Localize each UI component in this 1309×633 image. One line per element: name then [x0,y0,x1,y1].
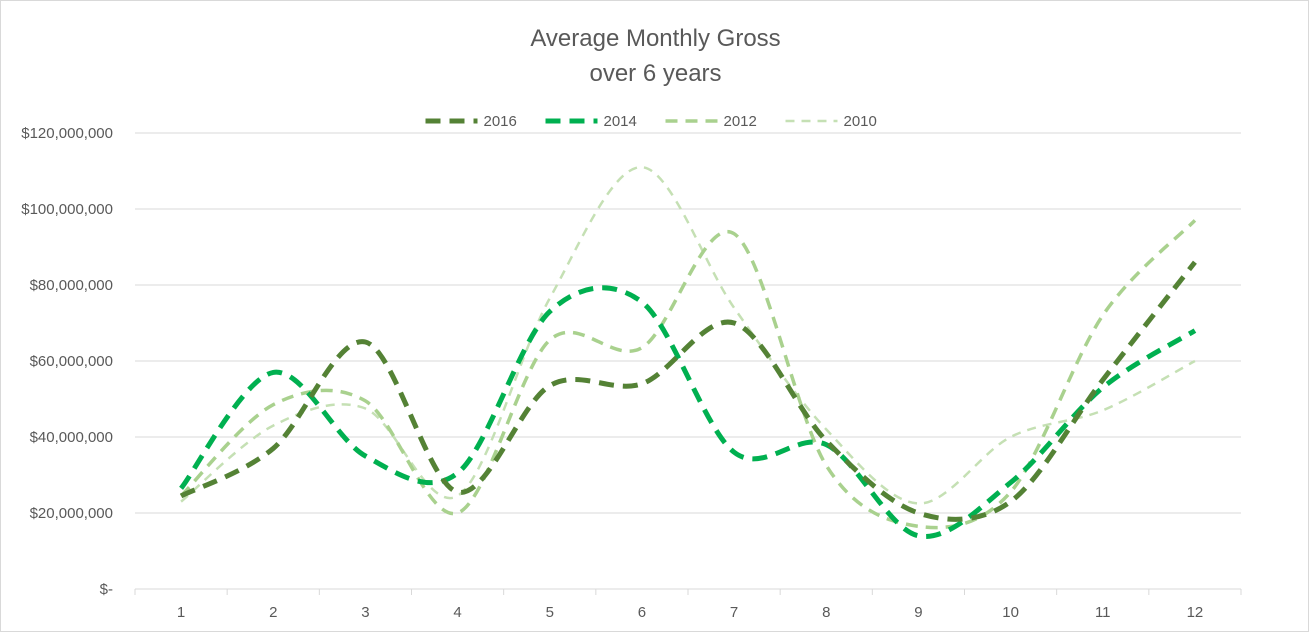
y-axis-tick-labels: $- $20,000,000 $40,000,000 $60,000,000 $80,0… [21,125,113,598]
x-tick-label: 1 [177,604,185,621]
series-lines [179,165,1197,539]
x-tick-label: 4 [453,604,461,621]
series-line-2012 [179,219,1197,530]
x-tick-label: 2 [269,604,277,621]
y-tick-label: $100,000,000 [21,201,113,218]
x-tick-label: 5 [546,604,554,621]
x-tick-label: 3 [361,604,369,621]
gridlines [135,132,1241,514]
chart-title-line-2: over 6 years [589,60,722,87]
series-line-2014 [179,285,1197,539]
x-axis-tick-labels: 1 2 3 4 5 6 7 8 9 10 11 12 [177,604,1203,621]
x-tick-label: 7 [730,604,738,621]
x-tick-label: 11 [1095,604,1111,621]
x-tick-label: 8 [822,604,830,621]
chart-title-line-1: Average Monthly Gross [530,25,781,52]
x-axis [134,588,1242,595]
legend-label-2012: 2012 [724,113,757,130]
x-tick-label: 9 [914,604,922,621]
legend: 2016 2014 2012 2010 [425,113,877,130]
y-tick-label: $120,000,000 [21,125,113,142]
y-tick-label: $60,000,000 [30,353,113,370]
x-tick-label: 6 [638,604,646,621]
chart-title: Average Monthly Gross over 6 years [1,21,1309,91]
y-tick-label: $40,000,000 [30,429,113,446]
legend-label-2016: 2016 [484,113,517,130]
series-line-2010 [180,165,1196,505]
series-line-2016 [179,260,1197,522]
legend-label-2014: 2014 [604,113,637,130]
legend-label-2010: 2010 [844,113,877,130]
y-tick-label: $80,000,000 [30,277,113,294]
x-tick-label: 10 [1002,604,1019,621]
y-tick-label: $20,000,000 [30,505,113,522]
y-tick-label: $- [100,581,113,598]
x-tick-label: 12 [1187,604,1204,621]
